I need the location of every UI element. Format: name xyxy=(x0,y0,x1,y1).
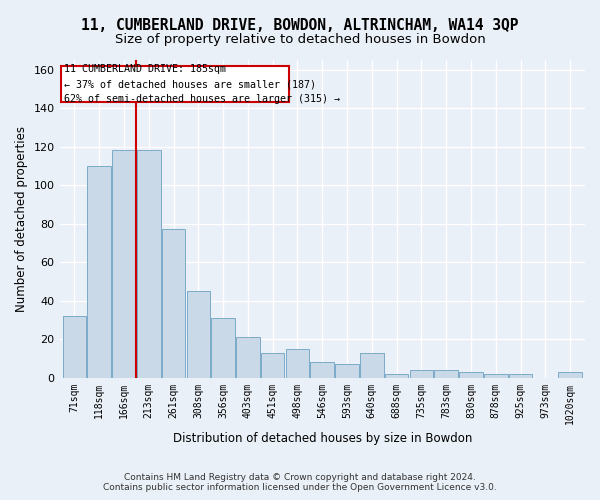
Text: 11 CUMBERLAND DRIVE: 185sqm
← 37% of detached houses are smaller (187)
62% of se: 11 CUMBERLAND DRIVE: 185sqm ← 37% of det… xyxy=(64,64,340,104)
Bar xyxy=(459,372,483,378)
Bar xyxy=(261,352,284,378)
Bar xyxy=(62,316,86,378)
Bar xyxy=(410,370,433,378)
Bar xyxy=(385,374,409,378)
Bar xyxy=(187,291,210,378)
Y-axis label: Number of detached properties: Number of detached properties xyxy=(15,126,28,312)
Bar xyxy=(310,362,334,378)
Bar xyxy=(360,352,383,378)
Bar xyxy=(335,364,359,378)
Text: Size of property relative to detached houses in Bowdon: Size of property relative to detached ho… xyxy=(115,32,485,46)
Bar xyxy=(559,372,582,378)
Bar xyxy=(211,318,235,378)
FancyBboxPatch shape xyxy=(61,66,289,102)
Bar xyxy=(509,374,532,378)
Text: 11, CUMBERLAND DRIVE, BOWDON, ALTRINCHAM, WA14 3QP: 11, CUMBERLAND DRIVE, BOWDON, ALTRINCHAM… xyxy=(81,18,519,32)
Bar xyxy=(286,349,309,378)
Bar xyxy=(162,230,185,378)
Bar xyxy=(236,337,260,378)
Text: Contains HM Land Registry data © Crown copyright and database right 2024.
Contai: Contains HM Land Registry data © Crown c… xyxy=(103,473,497,492)
Bar xyxy=(88,166,111,378)
Bar xyxy=(137,150,161,378)
Bar xyxy=(112,150,136,378)
Bar xyxy=(434,370,458,378)
X-axis label: Distribution of detached houses by size in Bowdon: Distribution of detached houses by size … xyxy=(173,432,472,445)
Bar xyxy=(484,374,508,378)
